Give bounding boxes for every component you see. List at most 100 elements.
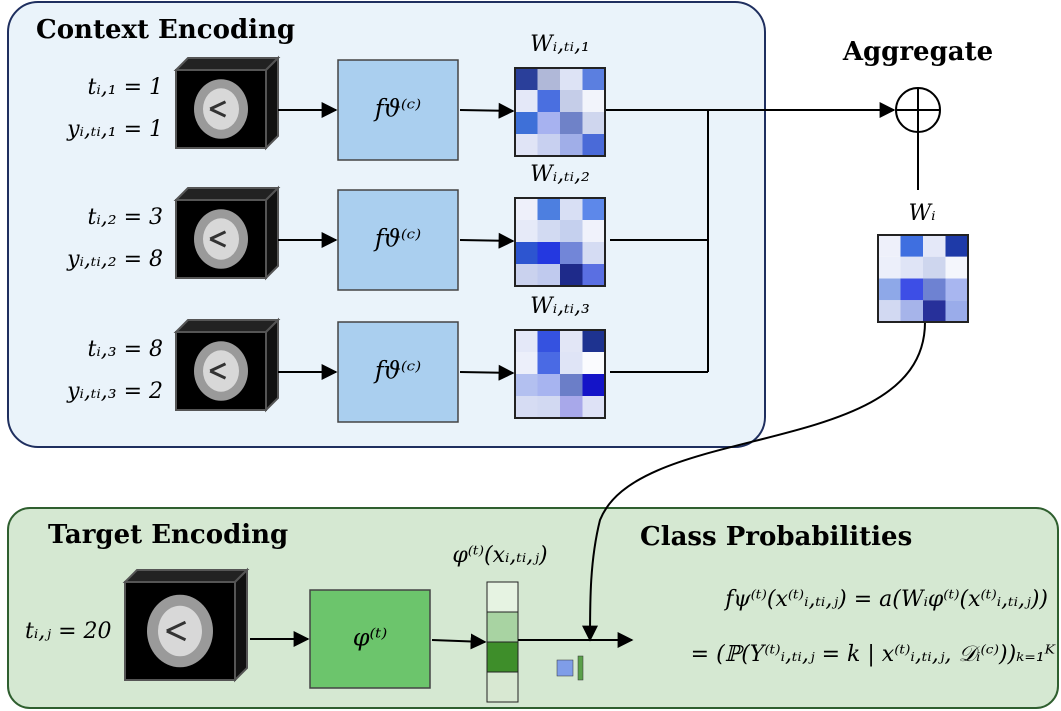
matrix-cell: [538, 134, 561, 156]
matrix-cell: [583, 330, 606, 352]
cube-side: [266, 188, 278, 278]
matrix-cell: [583, 396, 606, 418]
vector-cell: [487, 642, 518, 672]
matrix-cell: [923, 279, 946, 301]
weight-matrix: [878, 235, 968, 322]
arrow: [460, 372, 513, 373]
encoder-label: fϑ⁽ᶜ⁾: [373, 95, 421, 123]
output-formula: = (ℙ(Y⁽ᵗ⁾ᵢ,ₜᵢ,ⱼ = k | x⁽ᵗ⁾ᵢ,ₜᵢ,ⱼ, 𝒟ᵢ⁽ᶜ⁾)…: [691, 642, 1057, 667]
matrix-cell: [923, 235, 946, 257]
cube-top: [176, 188, 278, 200]
matrix-cell: [538, 68, 561, 90]
matrix-cell: [878, 257, 901, 279]
matrix-cell: [560, 374, 583, 396]
matrix-cell: [515, 112, 538, 134]
matrix-cell: [538, 112, 561, 134]
matrix-cell: [560, 330, 583, 352]
score-label: yᵢ,ₜᵢ,₂ = 8: [66, 247, 163, 272]
encoder-label: fϑ⁽ᶜ⁾: [373, 225, 421, 253]
matrix-cell: [538, 374, 561, 396]
brain-matter: [158, 606, 202, 657]
weight-matrix: [515, 330, 605, 418]
matrix-cell: [946, 300, 969, 322]
mini-matrix: [557, 660, 573, 676]
matrix-cell: [538, 198, 561, 220]
matrix-cell: [878, 300, 901, 322]
matrix-cell: [515, 198, 538, 220]
matrix-cell: [901, 300, 924, 322]
matrix-cell: [538, 396, 561, 418]
matrix-cell: [583, 198, 606, 220]
aggregate-weights: Wᵢ: [908, 201, 935, 226]
matrix-cell: [583, 242, 606, 264]
matrix-cell: [560, 264, 583, 286]
matrix-cell: [560, 396, 583, 418]
feature-label: φ⁽ᵗ⁾(xᵢ,ₜᵢ,ⱼ): [452, 543, 547, 568]
matrix-cell: [560, 220, 583, 242]
matrix-cell: [560, 352, 583, 374]
matrix-cell: [583, 220, 606, 242]
matrix-cell: [583, 134, 606, 156]
feature-vector: [487, 582, 518, 702]
matrix-cell: [515, 220, 538, 242]
weights-label: Wᵢ,ₜᵢ,₂: [530, 162, 590, 187]
time-label: tᵢ,₁ = 1: [88, 75, 164, 100]
brain-matter: [203, 218, 239, 259]
matrix-cell: [583, 264, 606, 286]
matrix-cell: [878, 279, 901, 301]
output-formula: fψ⁽ᵗ⁾(x⁽ᵗ⁾ᵢ,ₜᵢ,ⱼ) = a(Wᵢφ⁽ᵗ⁾(x⁽ᵗ⁾ᵢ,ₜᵢ,ⱼ)…: [723, 587, 1048, 612]
matrix-cell: [560, 68, 583, 90]
matrix-cell: [515, 396, 538, 418]
time-label: tᵢ,₃ = 8: [88, 337, 164, 362]
brain-volume: [176, 58, 278, 148]
brain-volume: [176, 320, 278, 410]
matrix-cell: [560, 242, 583, 264]
diagram: Context Encoding Aggregate Target Encodi…: [0, 0, 1061, 711]
arrow: [460, 110, 513, 111]
brain-volume: [176, 188, 278, 278]
mini-vector: [578, 656, 583, 680]
matrix-cell: [538, 220, 561, 242]
matrix-cell: [515, 68, 538, 90]
weight-matrix: [515, 68, 605, 156]
cube-top: [176, 58, 278, 70]
cube-side: [266, 320, 278, 410]
matrix-cell: [515, 242, 538, 264]
weights-label: Wᵢ,ₜᵢ,₃: [530, 294, 590, 319]
encoder-label: fϑ⁽ᶜ⁾: [373, 357, 421, 385]
matrix-cell: [901, 279, 924, 301]
output-title: Class Probabilities: [640, 522, 912, 552]
matrix-cell: [946, 257, 969, 279]
matrix-cell: [583, 112, 606, 134]
matrix-cell: [560, 90, 583, 112]
arrow: [460, 240, 513, 241]
cube-side: [235, 570, 247, 680]
cube-top: [125, 570, 247, 582]
matrix-cell: [515, 374, 538, 396]
matrix-cell: [946, 279, 969, 301]
matrix-cell: [901, 235, 924, 257]
matrix-cell: [560, 198, 583, 220]
matrix-cell: [583, 68, 606, 90]
matrix-cell: [538, 330, 561, 352]
matrix-cell: [538, 264, 561, 286]
matrix-cell: [946, 235, 969, 257]
target-encoder-label: φ⁽ᵗ⁾: [353, 624, 388, 652]
cube-side: [266, 58, 278, 148]
context-title: Context Encoding: [36, 15, 295, 45]
target-title: Target Encoding: [48, 520, 288, 550]
weights-label: Wᵢ,ₜᵢ,₁: [530, 32, 590, 57]
vector-cell: [487, 582, 518, 612]
matrix-cell: [560, 112, 583, 134]
brain-volume: [125, 570, 247, 680]
cube-top: [176, 320, 278, 332]
aggregate-label: Aggregate: [842, 37, 993, 67]
matrix-cell: [878, 235, 901, 257]
matrix-cell: [538, 352, 561, 374]
matrix-cell: [923, 257, 946, 279]
time-label: tᵢ,₂ = 3: [88, 205, 164, 230]
brain-matter: [203, 350, 239, 391]
matrix-cell: [583, 374, 606, 396]
matrix-cell: [538, 90, 561, 112]
matrix-cell: [538, 242, 561, 264]
